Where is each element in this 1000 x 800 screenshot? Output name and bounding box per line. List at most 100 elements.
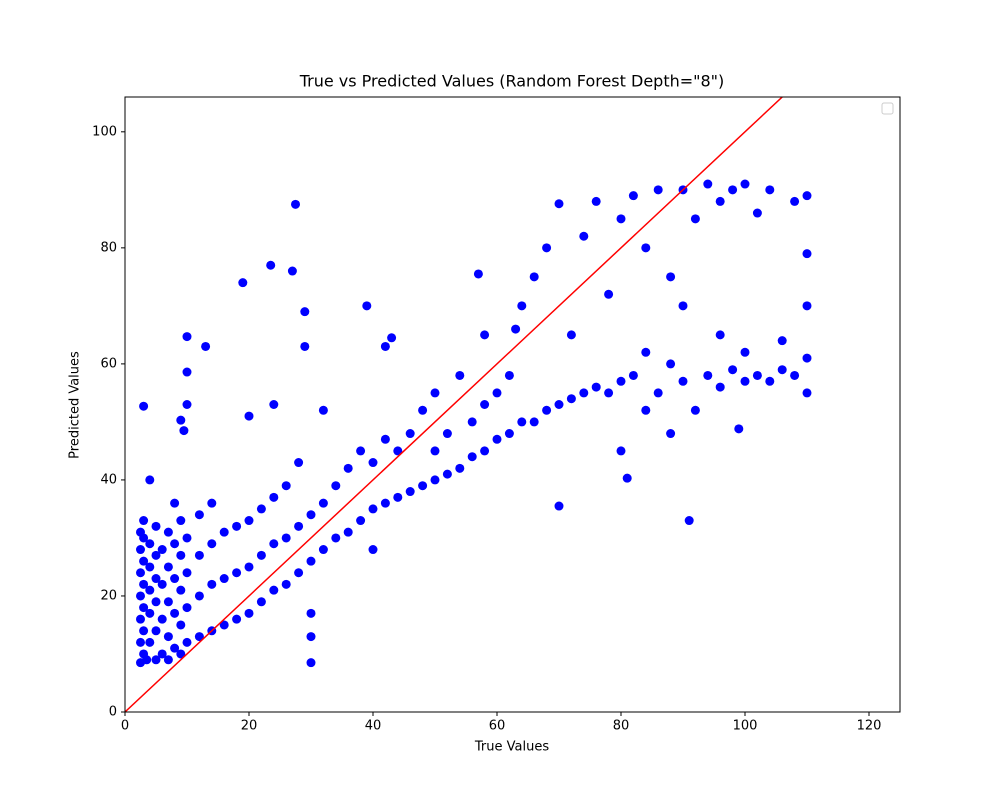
reference-line <box>125 97 784 712</box>
scatter-point <box>715 330 725 340</box>
scatter-point <box>802 301 812 311</box>
x-tick-label: 40 <box>365 719 382 734</box>
scatter-point <box>467 417 477 427</box>
x-tick-label: 20 <box>241 719 258 734</box>
scatter-point <box>232 521 242 531</box>
scatter-point <box>802 191 812 201</box>
scatter-point <box>170 574 180 584</box>
scatter-point <box>455 370 465 380</box>
scatter-point <box>244 608 254 618</box>
scatter-point <box>641 405 651 415</box>
scatter-point <box>405 487 415 497</box>
scatter-point <box>207 498 217 508</box>
scatter-point <box>616 446 626 456</box>
scatter-point <box>641 347 651 357</box>
legend <box>881 102 894 115</box>
scatter-point <box>306 608 316 618</box>
y-tick-label: 80 <box>100 240 117 255</box>
scatter-point <box>176 620 186 630</box>
scatter-point <box>628 191 638 201</box>
scatter-point <box>157 545 167 555</box>
scatter-point <box>139 533 149 543</box>
scatter-point <box>163 562 173 572</box>
scatter-point <box>418 405 428 415</box>
scatter-point <box>163 655 173 665</box>
scatter-point <box>368 504 378 514</box>
scatter-point <box>480 446 490 456</box>
scatter-point <box>318 498 328 508</box>
scatter-point <box>554 199 564 209</box>
scatter-point <box>151 574 161 584</box>
scatter-point <box>684 516 694 526</box>
x-tick-label: 100 <box>733 719 758 734</box>
scatter-point <box>641 243 651 253</box>
scatter-point <box>740 347 750 357</box>
scatter-point <box>306 556 316 566</box>
scatter-point <box>219 574 229 584</box>
scatter-point <box>380 434 390 444</box>
scatter-point <box>232 614 242 624</box>
scatter-point <box>182 603 192 613</box>
scatter-point <box>145 475 155 485</box>
scatter-point <box>151 626 161 636</box>
scatter-point <box>666 272 676 282</box>
scatter-point <box>269 539 279 549</box>
chart-title: True vs Predicted Values (Random Forest … <box>299 72 725 91</box>
scatter-point <box>542 405 552 415</box>
scatter-point <box>170 539 180 549</box>
scatter-point <box>492 388 502 398</box>
axes-frame <box>124 96 901 713</box>
scatter-point <box>616 376 626 386</box>
scatter-point <box>136 591 145 601</box>
scatter-point <box>777 336 787 346</box>
scatter-point <box>256 504 266 514</box>
scatter-point <box>393 492 403 502</box>
scatter-point <box>145 608 155 618</box>
scatter-point <box>752 370 762 380</box>
scatter-point <box>182 568 192 578</box>
scatter-point <box>306 510 316 520</box>
scatter-point <box>362 301 372 311</box>
scatter-point <box>666 429 676 439</box>
scatter-point <box>331 533 341 543</box>
scatter-point <box>442 469 452 479</box>
scatter-point <box>653 388 663 398</box>
scatter-point <box>653 185 663 195</box>
scatter-point <box>504 370 514 380</box>
scatter-point <box>182 332 192 342</box>
scatter-point <box>139 626 149 636</box>
scatter-point <box>802 353 812 363</box>
scatter-point <box>734 424 744 434</box>
scatter-point <box>300 307 310 317</box>
scatter-point <box>678 301 688 311</box>
scatter-point <box>142 655 152 665</box>
scatter-point <box>511 324 521 334</box>
x-tick-label: 0 <box>121 719 129 734</box>
scatter-point <box>356 446 366 456</box>
scatter-point <box>678 376 688 386</box>
scatter-point <box>740 376 750 386</box>
scatter-point <box>151 550 161 560</box>
scatter-point <box>356 516 366 526</box>
scatter-point <box>182 400 192 409</box>
scatter-point <box>170 608 180 618</box>
scatter-point <box>145 562 155 572</box>
scatter-point <box>393 446 403 456</box>
scatter-point <box>139 401 149 411</box>
scatter-point <box>194 510 204 520</box>
scatter-point <box>802 249 812 259</box>
scatter-point <box>777 365 787 375</box>
scatter-point <box>269 400 279 409</box>
scatter-point <box>136 545 145 555</box>
scatter-point <box>628 370 638 380</box>
scatter-point <box>480 330 490 340</box>
scatter-point <box>492 434 502 444</box>
scatter-point <box>163 597 173 607</box>
scatter-point <box>244 516 254 526</box>
scatter-point <box>529 417 539 427</box>
scatter-point <box>182 637 192 647</box>
scatter-point <box>139 516 149 526</box>
scatter-point <box>765 185 775 195</box>
scatter-point <box>480 400 490 409</box>
